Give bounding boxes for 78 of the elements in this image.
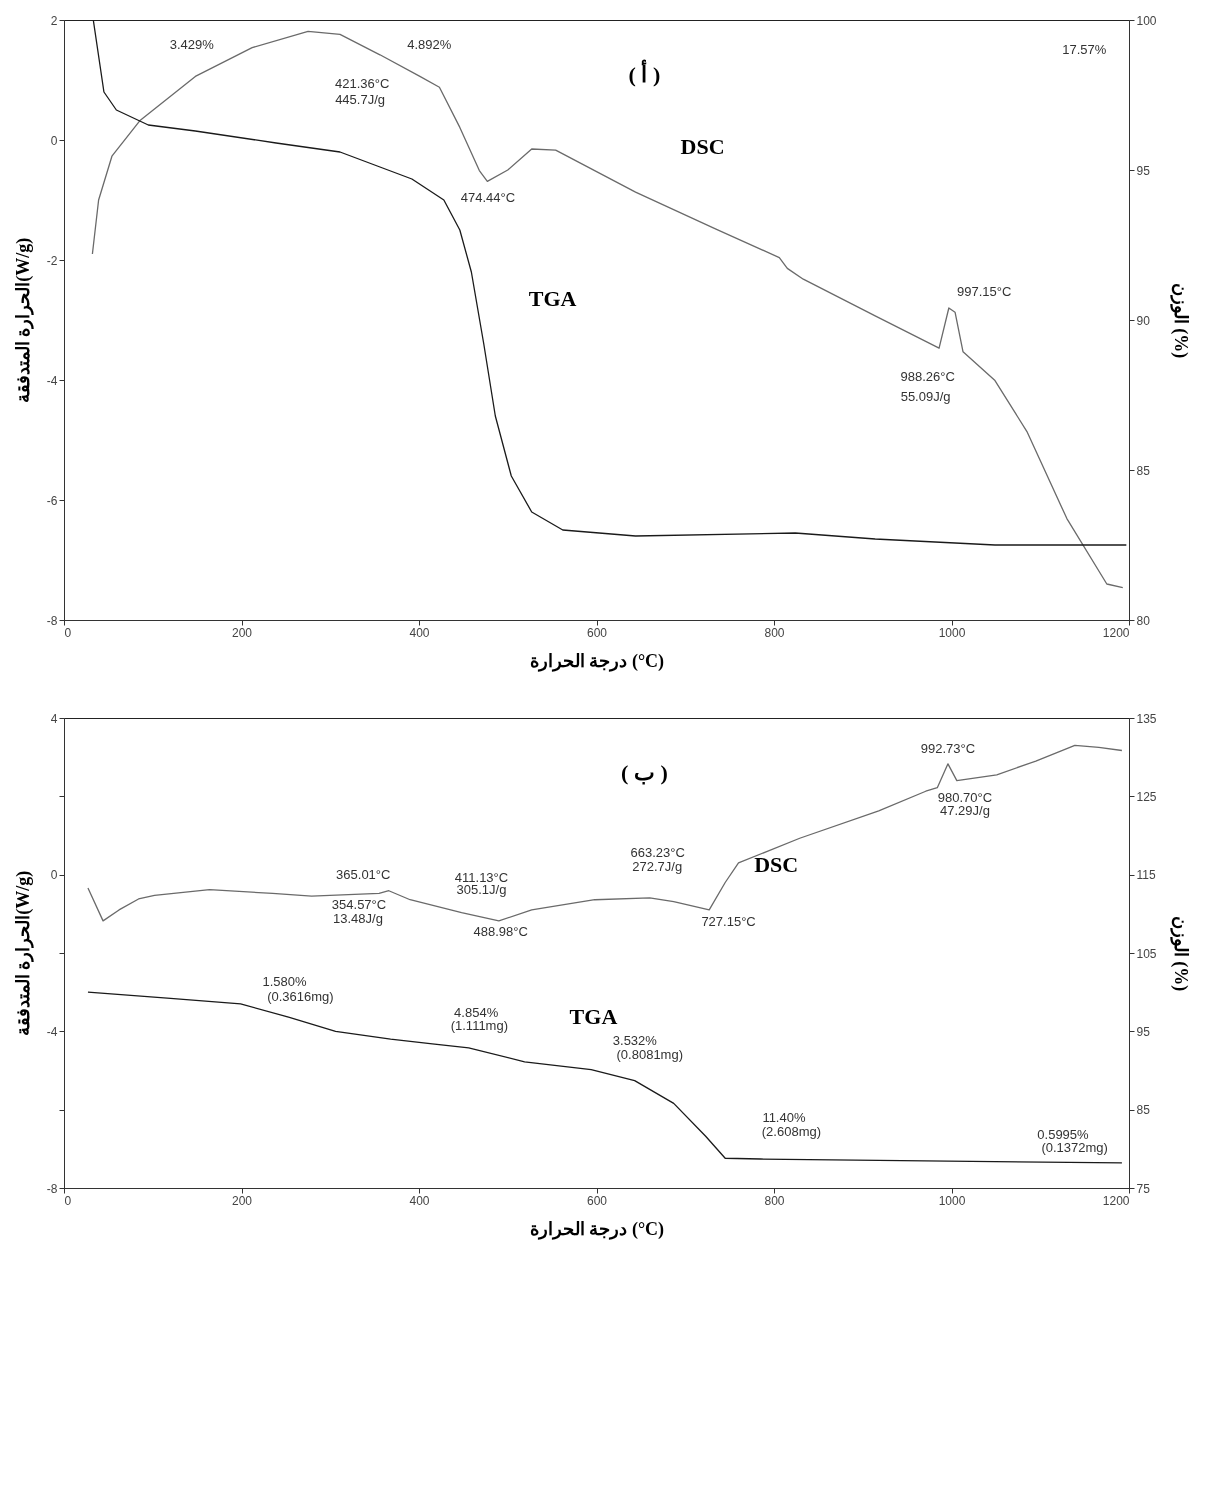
annotation: 445.7J/g: [335, 92, 386, 108]
y-axis-title: الحرارة المتدفقة(W/g): [12, 237, 34, 404]
y-axis-title: الحرارة المتدفقة(W/g): [12, 870, 34, 1037]
y2-tick-label: 135: [1136, 711, 1157, 726]
annotation: (2.608mg): [761, 1123, 822, 1139]
annotation: 272.7J/g: [632, 858, 683, 874]
annotation: 488.98°C: [473, 923, 528, 939]
x-tick-label: 1200: [1102, 625, 1130, 640]
y2-tick-label: 85: [1136, 1103, 1151, 1118]
x-tick-label: 200: [231, 625, 253, 640]
y-tick-label: -8: [46, 613, 58, 628]
y2-tick-label: 90: [1136, 313, 1151, 328]
annotation: 11.40%: [762, 1110, 806, 1126]
x-tick-label: 1200: [1102, 1193, 1130, 1208]
y-tick-label: -4: [46, 1024, 58, 1039]
y2-tick-label: 105: [1136, 946, 1157, 961]
annotation: 47.29J/g: [940, 802, 990, 818]
annotation: 421.36°C: [335, 75, 390, 91]
annotation: 727.15°C: [701, 914, 756, 930]
y2-tick-label: 125: [1136, 789, 1157, 804]
y2-tick-label: 100: [1136, 13, 1157, 28]
annotation: (0.1372mg): [1041, 1140, 1108, 1156]
text: DSC: [680, 134, 725, 160]
y-tick-label: 4: [50, 711, 58, 726]
annotation: 17.57%: [1062, 42, 1107, 57]
x-tick-label: 800: [764, 625, 785, 640]
text: ( ب ): [621, 760, 668, 785]
y2-tick-label: 75: [1136, 1181, 1151, 1196]
x-tick-label: 600: [586, 1193, 608, 1208]
annotation: 365.01°C: [336, 867, 391, 883]
text: TGA: [528, 286, 577, 311]
x-axis-title: درجة الحرارة (°C): [529, 650, 665, 672]
annotation: 3.532%: [612, 1033, 658, 1049]
annotation: (0.8081mg): [616, 1046, 683, 1062]
x-tick-label: 800: [764, 1193, 785, 1208]
y2-tick-label: 95: [1136, 163, 1151, 178]
annotation: 1.580%: [262, 974, 307, 990]
y2-tick-label: 85: [1136, 463, 1151, 478]
series-label: TGA: [569, 1003, 618, 1029]
line-series: [87, 991, 1123, 1164]
text: ( أ ): [628, 59, 661, 87]
x-tick-label: 1000: [938, 625, 966, 640]
annotation: 663.23°C: [630, 845, 685, 861]
y2-axis-title: الوزن (%): [1169, 282, 1191, 359]
x-axis-title: درجة الحرارة (°C): [529, 1218, 665, 1240]
x-tick-label: 400: [409, 625, 430, 640]
y-tick-label: -8: [46, 1181, 58, 1196]
y-tick-label: -4: [46, 373, 58, 388]
annotation: 55.09J/g: [900, 388, 951, 404]
annotation: 13.48J/g: [333, 910, 383, 926]
annotation: 474.44°C: [460, 190, 516, 206]
y-tick-label: -6: [46, 493, 58, 508]
annotation: 997.15°C: [956, 284, 1012, 300]
x-tick-label: 0: [64, 1193, 72, 1208]
y2-axis-title: الوزن (%): [1169, 915, 1191, 992]
x-tick-label: 200: [231, 1193, 253, 1208]
annotation: 305.1J/g: [456, 882, 507, 898]
annotation: (0.3616mg): [267, 988, 334, 1004]
x-tick-label: 400: [409, 1193, 430, 1208]
annotation: 992.73°C: [920, 740, 976, 756]
annotation: 4.892%: [407, 37, 452, 53]
annotation: 980.70°C: [937, 789, 993, 805]
x-tick-label: 1000: [938, 1193, 966, 1208]
annotation: 988.26°C: [900, 369, 955, 384]
y2-tick-label: 80: [1136, 613, 1151, 628]
y-tick-label: -2: [46, 253, 58, 268]
y-tick-label: 0: [50, 133, 58, 148]
y2-tick-label: 115: [1136, 868, 1156, 883]
x-tick-label: 0: [64, 625, 72, 640]
y2-tick-label: 95: [1136, 1024, 1151, 1039]
x-tick-label: 600: [586, 625, 608, 640]
annotation: 3.429%: [169, 37, 215, 53]
annotation: 411.13°C: [454, 869, 509, 885]
series-label: DSC: [754, 851, 799, 877]
y-tick-label: 2: [50, 13, 58, 28]
annotation: 0.5995%: [1037, 1126, 1090, 1142]
y-tick-label: 0: [50, 868, 58, 883]
annotation: 354.57°C: [331, 896, 387, 912]
